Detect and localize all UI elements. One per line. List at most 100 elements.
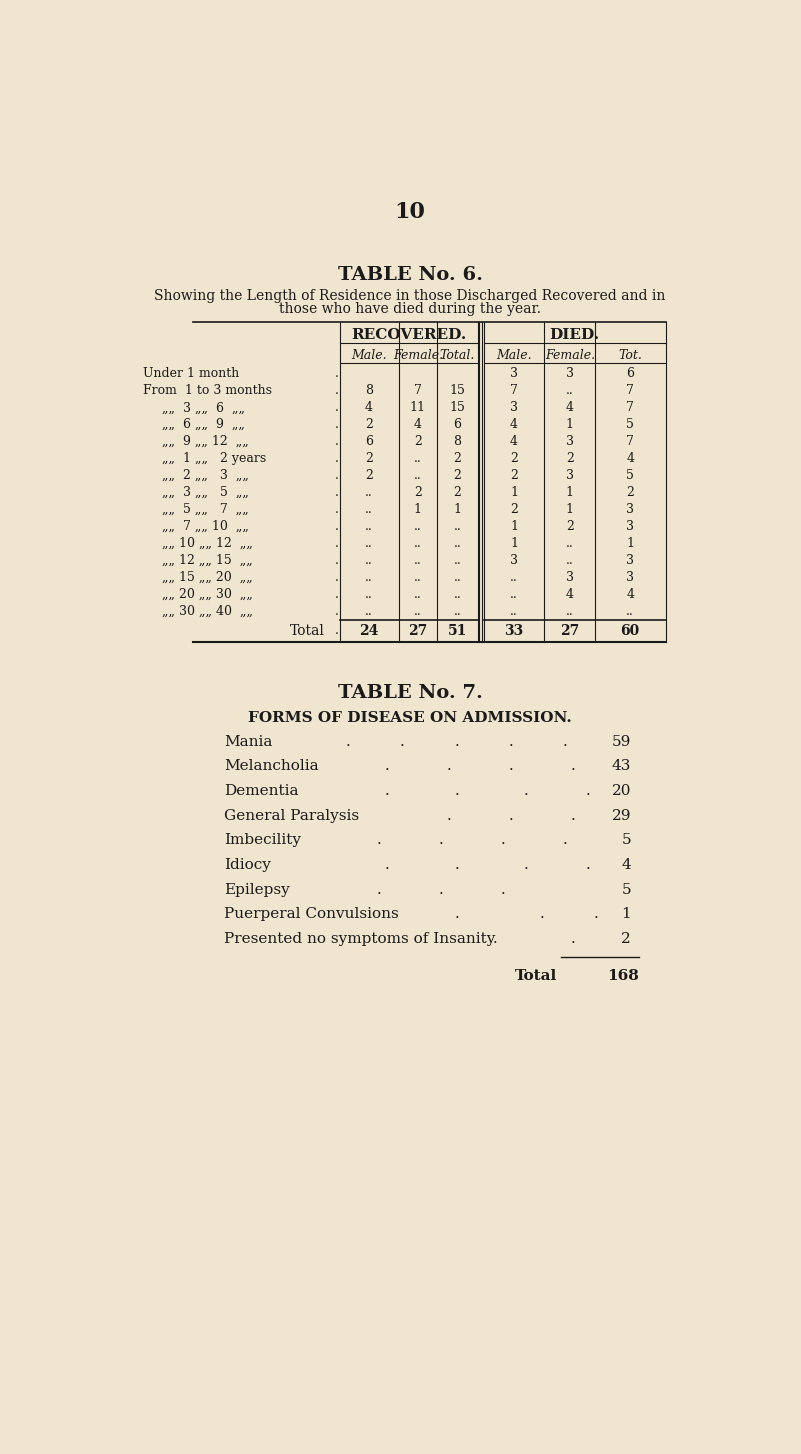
Text: 2: 2 xyxy=(453,486,461,499)
Text: Female.: Female. xyxy=(392,349,443,362)
Text: ..: .. xyxy=(510,605,518,618)
Text: 4: 4 xyxy=(566,587,574,601)
Text: 15: 15 xyxy=(449,384,465,397)
Text: .: . xyxy=(335,470,339,483)
Text: 7: 7 xyxy=(626,401,634,414)
Text: .: . xyxy=(586,784,591,798)
Text: 6: 6 xyxy=(626,368,634,381)
Text: .: . xyxy=(335,605,339,618)
Text: Melancholia: Melancholia xyxy=(224,759,319,774)
Text: ..: .. xyxy=(414,470,422,483)
Text: 51: 51 xyxy=(448,624,467,637)
Text: 3: 3 xyxy=(626,570,634,583)
Text: 2: 2 xyxy=(365,470,373,483)
Text: .: . xyxy=(454,734,459,749)
Text: .: . xyxy=(454,907,459,922)
Text: .: . xyxy=(540,907,544,922)
Text: ..: .. xyxy=(510,587,518,601)
Text: 20: 20 xyxy=(611,784,631,798)
Text: 2: 2 xyxy=(453,452,461,465)
Text: .: . xyxy=(335,537,339,550)
Text: 3: 3 xyxy=(626,503,634,516)
Text: ..: .. xyxy=(453,521,461,532)
Text: ..: .. xyxy=(626,605,634,618)
Text: FORMS OF DISEASE ON ADMISSION.: FORMS OF DISEASE ON ADMISSION. xyxy=(248,711,572,726)
Text: .: . xyxy=(509,808,513,823)
Text: .: . xyxy=(400,734,405,749)
Text: ..: .. xyxy=(453,570,461,583)
Text: 27: 27 xyxy=(560,624,579,637)
Text: Epilepsy: Epilepsy xyxy=(224,883,290,897)
Text: 2: 2 xyxy=(510,503,518,516)
Text: .: . xyxy=(570,932,575,945)
Text: .: . xyxy=(335,368,339,381)
Text: ..: .. xyxy=(453,605,461,618)
Text: 24: 24 xyxy=(360,624,379,637)
Text: .: . xyxy=(384,759,389,774)
Text: 5: 5 xyxy=(622,883,631,897)
Text: .: . xyxy=(439,883,444,897)
Text: 59: 59 xyxy=(612,734,631,749)
Text: Total: Total xyxy=(515,968,557,983)
Text: 2: 2 xyxy=(566,521,574,532)
Text: ..: .. xyxy=(414,521,422,532)
Text: ..: .. xyxy=(414,537,422,550)
Text: .: . xyxy=(586,858,591,872)
Text: Imbecility: Imbecility xyxy=(224,833,301,848)
Text: 3: 3 xyxy=(510,401,518,414)
Text: Tot.: Tot. xyxy=(618,349,642,362)
Text: „„  7 „„ 10  „„: „„ 7 „„ 10 „„ xyxy=(162,521,249,532)
Text: 43: 43 xyxy=(612,759,631,774)
Text: .: . xyxy=(335,384,339,397)
Text: 2: 2 xyxy=(626,486,634,499)
Text: 2: 2 xyxy=(414,486,422,499)
Text: ..: .. xyxy=(365,605,373,618)
Text: 2: 2 xyxy=(622,932,631,945)
Text: .: . xyxy=(376,883,381,897)
Text: 3: 3 xyxy=(510,554,518,567)
Text: 4: 4 xyxy=(566,401,574,414)
Text: 5: 5 xyxy=(622,833,631,848)
Text: „„  6 „„  9  „„: „„ 6 „„ 9 „„ xyxy=(162,419,245,432)
Text: Presented no symptoms of Insanity: Presented no symptoms of Insanity xyxy=(224,932,496,945)
Text: .: . xyxy=(335,401,339,414)
Text: ..: .. xyxy=(453,554,461,567)
Text: .: . xyxy=(335,521,339,532)
Text: 1: 1 xyxy=(626,537,634,550)
Text: ..: .. xyxy=(510,570,518,583)
Text: .: . xyxy=(509,734,513,749)
Text: .: . xyxy=(501,833,505,848)
Text: .: . xyxy=(454,784,459,798)
Text: 4: 4 xyxy=(414,419,422,432)
Text: ..: .. xyxy=(566,537,574,550)
Text: .: . xyxy=(384,858,389,872)
Text: 2: 2 xyxy=(365,452,373,465)
Text: .: . xyxy=(384,784,389,798)
Text: 1: 1 xyxy=(510,537,518,550)
Text: 4: 4 xyxy=(626,587,634,601)
Text: Under 1 month: Under 1 month xyxy=(143,368,239,381)
Text: .: . xyxy=(594,907,598,922)
Text: 1: 1 xyxy=(414,503,422,516)
Text: 15: 15 xyxy=(449,401,465,414)
Text: 3: 3 xyxy=(626,521,634,532)
Text: From  1 to 3 months: From 1 to 3 months xyxy=(143,384,272,397)
Text: .: . xyxy=(335,486,339,499)
Text: 4: 4 xyxy=(510,419,518,432)
Text: .: . xyxy=(563,833,567,848)
Text: 7: 7 xyxy=(510,384,518,397)
Text: .: . xyxy=(376,833,381,848)
Text: 27: 27 xyxy=(409,624,428,637)
Text: .: . xyxy=(335,587,339,601)
Text: ..: .. xyxy=(453,537,461,550)
Text: 3: 3 xyxy=(566,435,574,448)
Text: Puerperal Convulsions: Puerperal Convulsions xyxy=(224,907,399,922)
Text: 2: 2 xyxy=(414,435,422,448)
Text: Showing the Length of Residence in those Discharged Recovered and in: Showing the Length of Residence in those… xyxy=(155,289,666,304)
Text: 3: 3 xyxy=(566,470,574,483)
Text: 168: 168 xyxy=(607,968,638,983)
Text: General Paralysis: General Paralysis xyxy=(224,808,360,823)
Text: 1: 1 xyxy=(566,486,574,499)
Text: 8: 8 xyxy=(365,384,373,397)
Text: ..: .. xyxy=(365,486,373,499)
